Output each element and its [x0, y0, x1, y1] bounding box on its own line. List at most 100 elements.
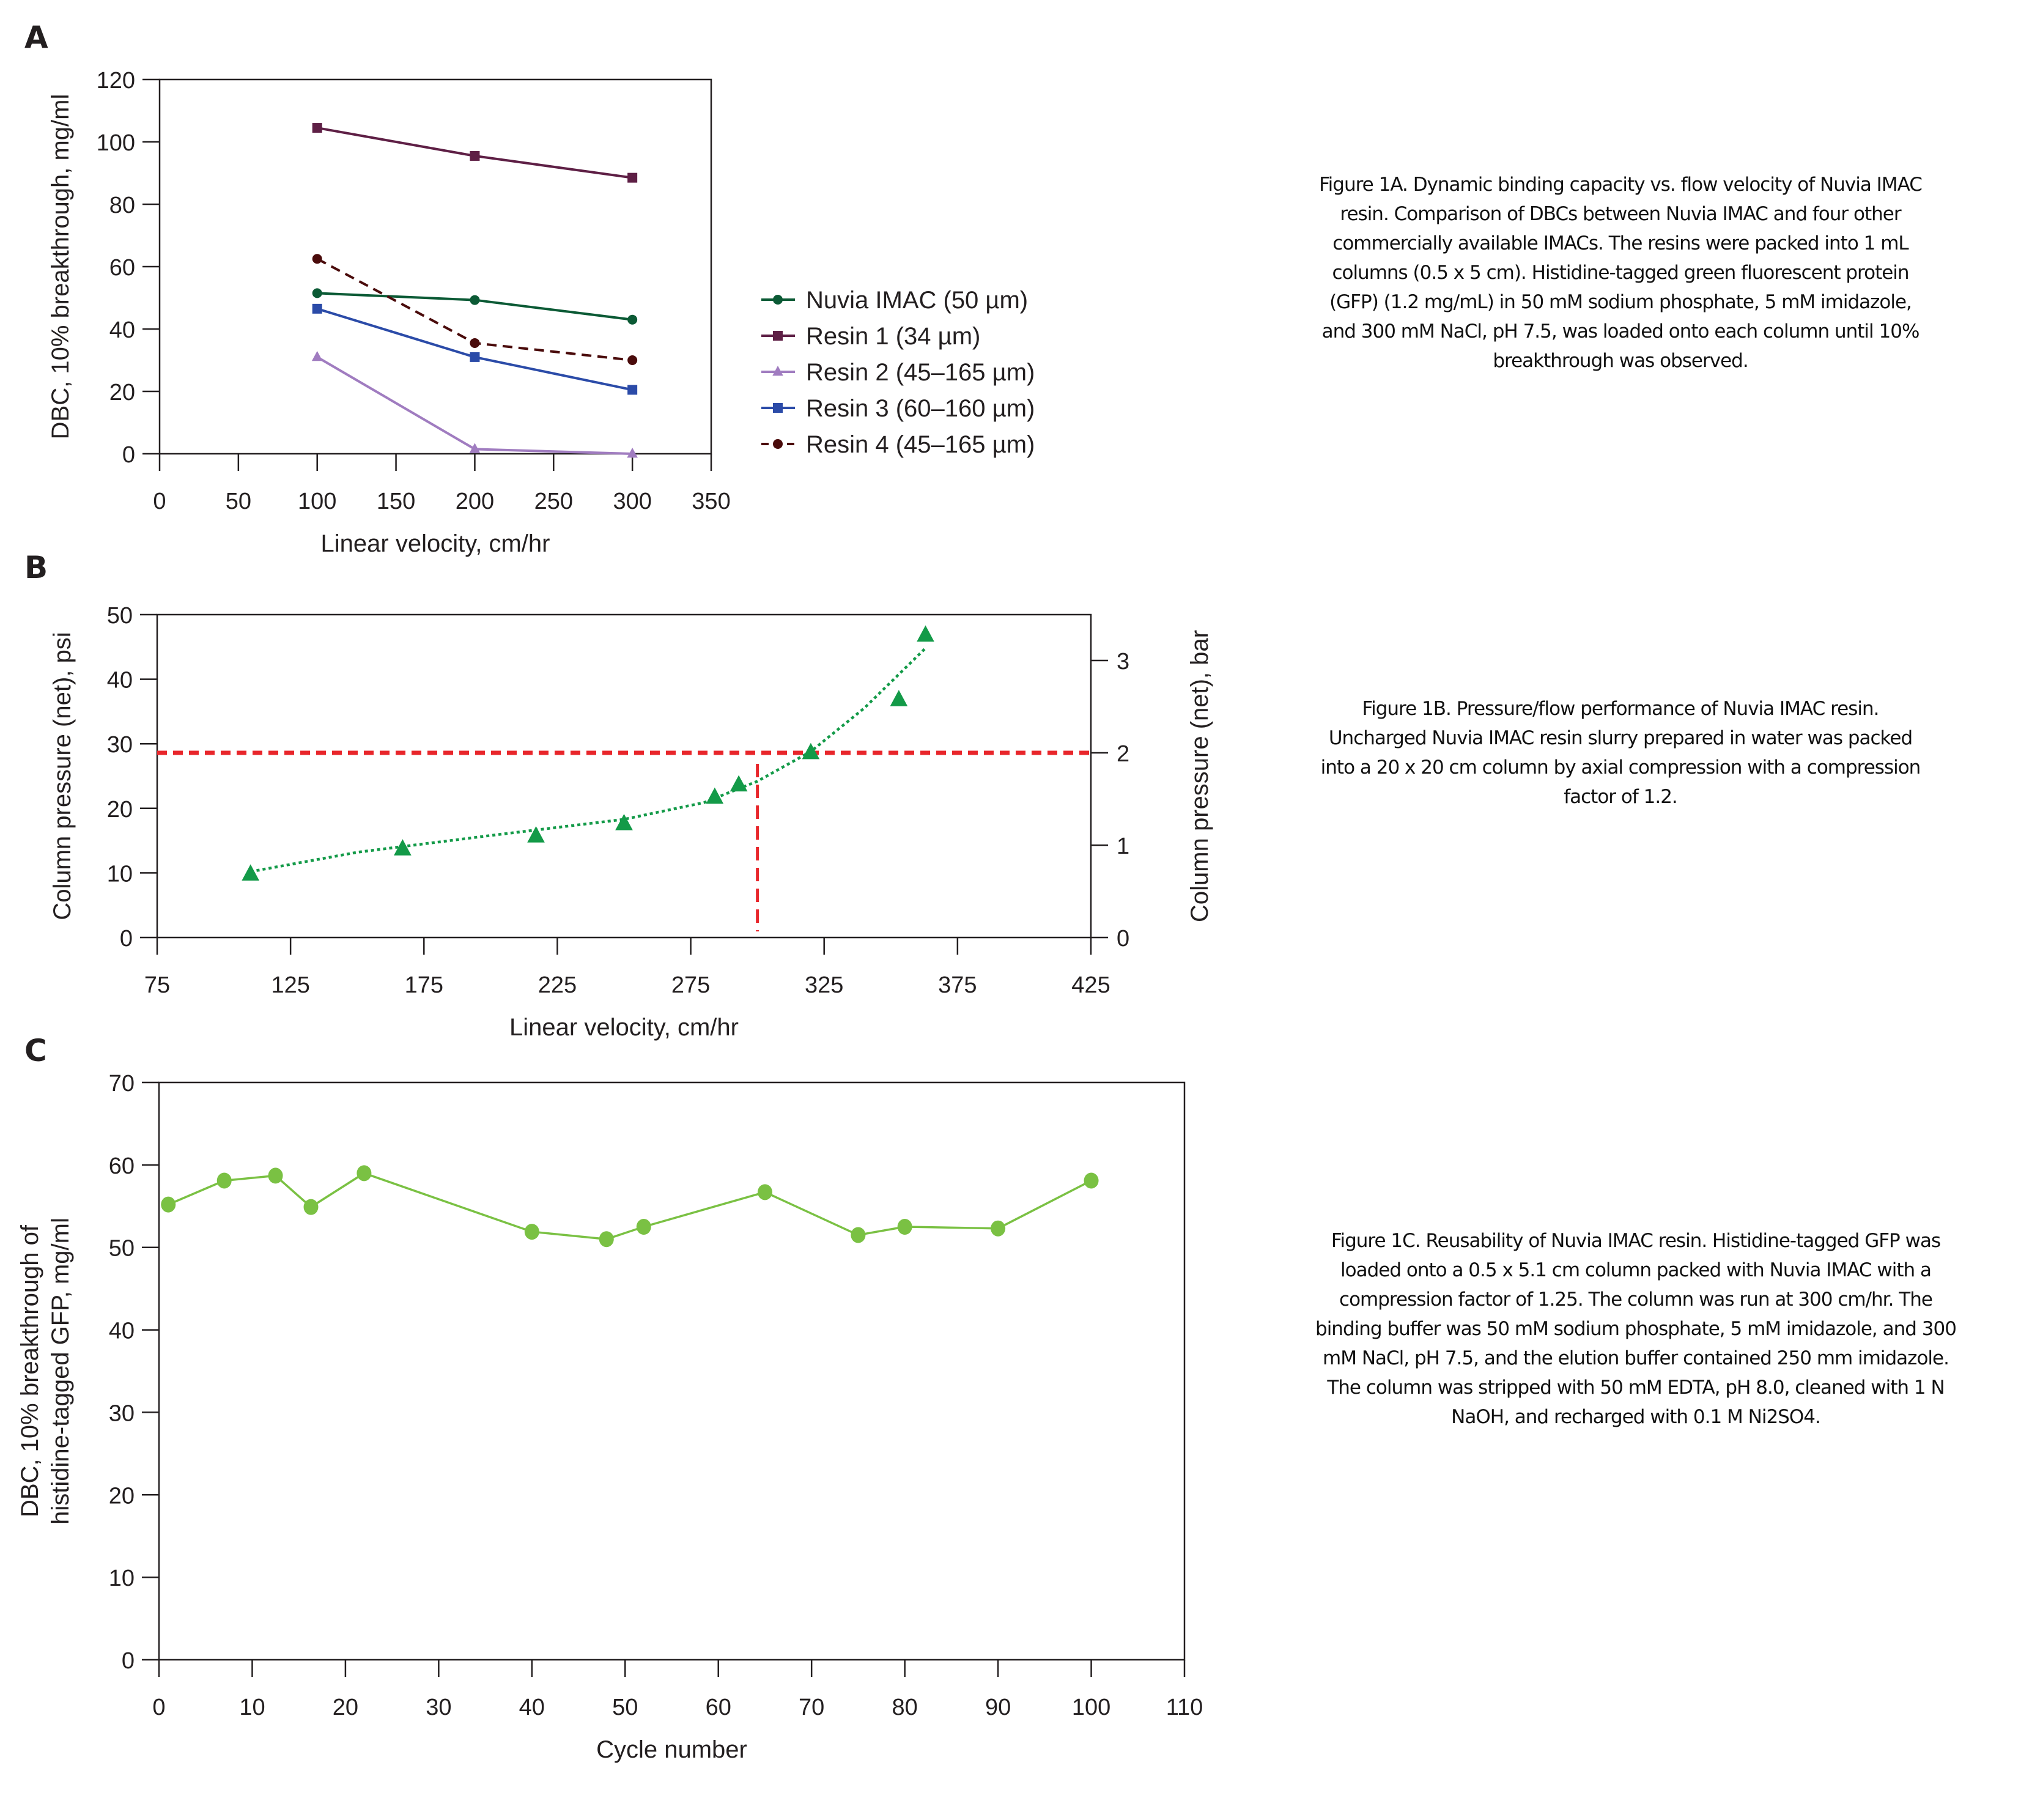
data-point — [917, 625, 934, 642]
data-point-series-2 — [311, 350, 323, 361]
x-tick-label: 125 — [271, 972, 309, 998]
legend-entry-0: Nuvia IMAC (50 µm) — [806, 287, 1028, 314]
plot-frame — [158, 78, 712, 455]
data-point — [268, 1167, 283, 1184]
caption-figure-1b: Figure 1B. Pressure/flow performance of … — [1320, 698, 1921, 808]
y-tick-label: 0 — [122, 442, 135, 468]
data-point — [851, 1227, 866, 1243]
data-point-series-4 — [470, 338, 480, 348]
legend-marker-0 — [773, 295, 783, 305]
y-tick-label: 20 — [107, 797, 133, 823]
y-tick-label: 10 — [109, 1566, 135, 1591]
data-point — [527, 826, 545, 843]
y-tick-label: 120 — [97, 68, 135, 94]
data-point-series-4 — [312, 254, 322, 264]
x-tick-label: 30 — [426, 1695, 451, 1720]
x-tick-label: 200 — [456, 489, 494, 514]
data-point — [242, 864, 259, 881]
chart-c: 0 10 20 30 40 50 60 70 80 90 100 110 0 10 20 30 40 50 60 70… — [17, 1071, 1203, 1763]
data-point-series-4 — [627, 355, 638, 365]
right-y-axis-label: Column pressure (net), bar — [1186, 630, 1213, 922]
y-tick-label: 40 — [109, 1319, 135, 1344]
legend-marker-1 — [773, 331, 783, 341]
x-tick-label: 75 — [144, 972, 170, 998]
data-point-series-3 — [312, 303, 322, 314]
data-point-series-0 — [627, 314, 638, 325]
x-tick-label: 150 — [377, 489, 415, 514]
x-tick-label: 10 — [239, 1695, 265, 1720]
data-point — [303, 1199, 319, 1215]
right-y-tick-label: 0 — [1117, 926, 1129, 952]
y-tick-label: 50 — [107, 603, 133, 629]
data-point-series-1 — [627, 172, 638, 183]
data-point — [394, 839, 412, 856]
y-axis-label: Column pressure (net), psi — [49, 632, 76, 920]
x-tick-label: 275 — [671, 972, 710, 998]
x-tick-label: 325 — [805, 972, 843, 998]
y-tick-label: 100 — [97, 130, 135, 156]
x-tick-label: 60 — [706, 1695, 731, 1720]
series-line-3 — [317, 307, 633, 391]
data-point-series-2 — [627, 448, 638, 458]
x-tick-label: 0 — [152, 1695, 165, 1720]
y-axis-label: DBC, 10% breakthrough, mg/ml — [47, 94, 74, 440]
legend-marker-4 — [773, 439, 783, 449]
y-tick-label: 60 — [109, 255, 135, 281]
data-point — [802, 742, 820, 760]
data-point — [757, 1184, 772, 1200]
caption-figure-1c: Figure 1C. Reusability of Nuvia IMAC res… — [1315, 1230, 1957, 1428]
y-axis-label-line-2: histidine-tagged GFP, mg/ml — [47, 1218, 74, 1525]
y-tick-label: 0 — [122, 1648, 135, 1674]
trendline — [250, 647, 927, 873]
data-point — [599, 1231, 614, 1248]
data-point-series-2 — [469, 443, 481, 453]
plot-frame — [158, 1081, 1186, 1661]
series-line-2 — [316, 356, 633, 455]
x-tick-label: 175 — [405, 972, 443, 998]
y-tick-label: 80 — [109, 193, 135, 218]
x-axis-label: Linear velocity, cm/hr — [321, 530, 550, 557]
x-axis-label: Cycle number — [596, 1736, 747, 1763]
y-tick-label: 50 — [109, 1236, 135, 1262]
x-tick-label: 225 — [538, 972, 577, 998]
data-point-series-3 — [627, 385, 638, 395]
x-tick-label: 350 — [692, 489, 730, 514]
data-point-series-0 — [470, 295, 480, 305]
y-tick-label: 10 — [107, 861, 133, 887]
y-tick-label: 30 — [109, 1400, 135, 1426]
x-tick-label: 0 — [153, 489, 166, 514]
x-tick-label: 40 — [519, 1695, 545, 1720]
y-tick-label: 70 — [109, 1071, 135, 1097]
x-tick-label: 90 — [985, 1695, 1011, 1720]
data-point-series-1 — [470, 150, 480, 161]
y-tick-label: 20 — [109, 380, 135, 405]
y-tick-label: 60 — [109, 1153, 135, 1179]
data-point — [730, 775, 748, 792]
data-point — [890, 690, 908, 706]
plot-frame — [156, 613, 1092, 939]
data-point — [991, 1220, 1006, 1237]
data-point — [636, 1219, 651, 1235]
data-point — [706, 787, 724, 804]
x-tick-label: 70 — [799, 1695, 824, 1720]
x-axis-label: Linear velocity, cm/hr — [509, 1014, 739, 1041]
x-tick-label: 50 — [612, 1695, 638, 1720]
x-tick-label: 100 — [1072, 1695, 1110, 1720]
legend-marker-3 — [773, 403, 783, 413]
right-y-tick-label: 3 — [1117, 649, 1129, 675]
legend-marker-2 — [772, 366, 783, 376]
x-tick-label: 110 — [1166, 1695, 1203, 1720]
data-point — [161, 1196, 176, 1213]
y-axis-label-line-1: DBC, 10% breakthrough of — [17, 1224, 43, 1517]
y-tick-label: 0 — [120, 926, 133, 952]
chart-b: 75 125 175 225 275 325 375 42501020304050Linear… — [49, 603, 1213, 1041]
right-y-tick-label: 1 — [1117, 834, 1129, 859]
y-tick-label: 40 — [109, 317, 135, 343]
panel-label-b: B — [24, 550, 48, 585]
x-tick-label: 250 — [534, 489, 573, 514]
panel-label-a: A — [24, 20, 48, 55]
panel-label-c: C — [24, 1033, 47, 1068]
data-point — [524, 1224, 539, 1240]
legend-entry-4: Resin 4 (45–165 µm) — [806, 431, 1035, 458]
